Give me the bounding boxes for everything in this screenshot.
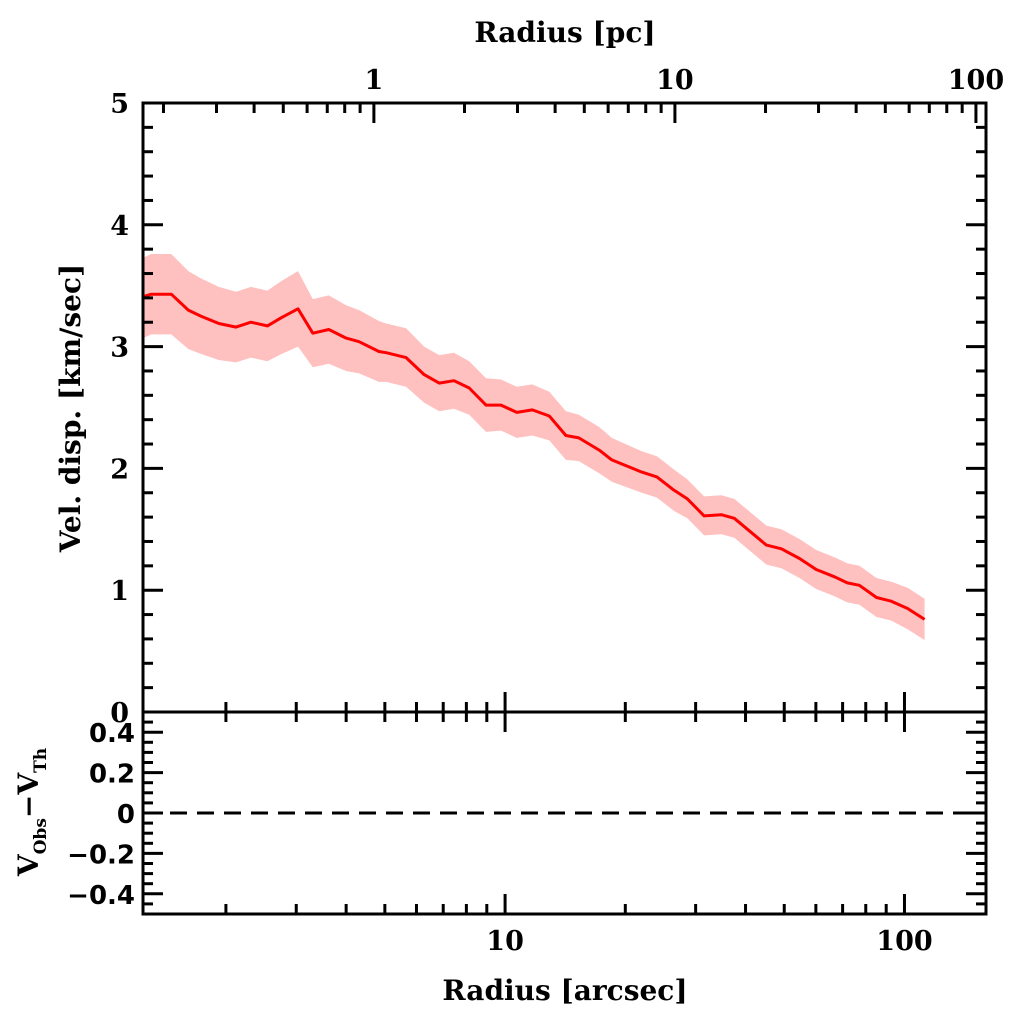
dispersion-line xyxy=(143,292,926,621)
error-band xyxy=(143,254,925,641)
ylabel-v1: V xyxy=(12,853,45,877)
top-x-tick-label: 10 xyxy=(656,65,694,96)
bottom-x-tick-label: 100 xyxy=(876,926,932,957)
upper-panel-frame xyxy=(141,101,988,714)
lower-y-tick-label: 0.4 xyxy=(89,719,135,749)
lower-y-tick-label: −0.2 xyxy=(67,840,135,870)
y-tick-label: 2 xyxy=(110,454,129,485)
lower-y-axis-title: VObs−VTh xyxy=(12,748,51,877)
upper-y-axis-title: Vel. disp. [km/sec] xyxy=(54,264,87,554)
svg-text:VObs−VTh: VObs−VTh xyxy=(12,748,51,877)
top-x-tick-label: 1 xyxy=(364,65,383,96)
x-top-tick-labels: 1 10 100 xyxy=(364,65,1004,96)
upper-ticks xyxy=(143,101,986,714)
top-x-tick-label: 100 xyxy=(948,65,1004,96)
bottom-axis-title: Radius [arcsec] xyxy=(442,974,687,1007)
ylabel-sub-th: Th xyxy=(31,748,51,773)
upper-ytick-labels: 0 1 2 3 4 5 xyxy=(110,89,129,729)
y-tick-label: 0 xyxy=(110,698,129,729)
bottom-x-tick-label: 10 xyxy=(486,926,524,957)
y-tick-label: 1 xyxy=(110,576,129,607)
ylabel-sub-obs: Obs xyxy=(31,818,51,854)
y-tick-label: 3 xyxy=(110,333,129,364)
x-bottom-tick-labels: 10 100 xyxy=(486,926,932,957)
lower-ytick-labels: −0.4 −0.2 0 0.2 0.4 xyxy=(67,719,135,911)
upper-panel: 0 1 2 3 4 5 xyxy=(110,89,988,729)
y-tick-label: 5 xyxy=(110,89,129,120)
lower-ticks xyxy=(143,692,986,916)
y-tick-label: 4 xyxy=(110,211,129,242)
top-axis-title: Radius [pc] xyxy=(474,16,655,49)
lower-panel-frame xyxy=(141,710,988,916)
lower-y-tick-label: −0.4 xyxy=(67,881,135,911)
lower-panel: −0.4 −0.2 0 0.2 0.4 xyxy=(67,692,988,916)
lower-y-tick-label: 0 xyxy=(117,800,135,830)
lower-y-tick-label: 0.2 xyxy=(89,760,135,790)
ylabel-minus-v2: −V xyxy=(12,772,45,818)
